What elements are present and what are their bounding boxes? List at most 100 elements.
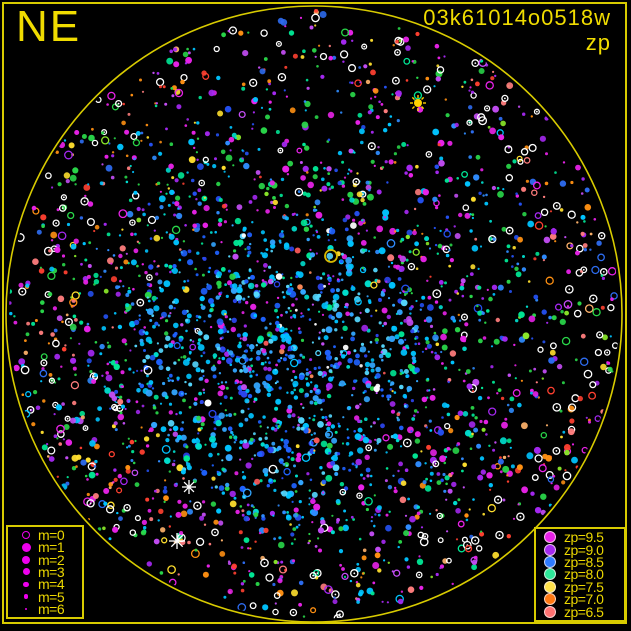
star: [500, 120, 506, 127]
star: [50, 239, 54, 242]
star: [162, 85, 166, 89]
star: [300, 403, 303, 406]
legend-label: zp=8.0: [564, 566, 604, 583]
star: [562, 161, 566, 164]
star: [33, 390, 38, 395]
star: [247, 31, 250, 34]
star: [589, 248, 592, 251]
star: [321, 479, 327, 485]
star: [351, 331, 356, 336]
star: [264, 191, 269, 197]
star: [455, 538, 459, 541]
star-center-dot: [395, 79, 397, 82]
star: [170, 87, 174, 90]
star: [377, 513, 381, 517]
star: [173, 322, 179, 329]
star: [166, 183, 169, 186]
star: [304, 145, 310, 151]
star-center-dot: [481, 119, 484, 122]
star: [241, 513, 245, 517]
star: [9, 301, 12, 305]
star: [396, 412, 401, 417]
star: [330, 460, 336, 466]
star: [124, 407, 127, 411]
star: [41, 224, 45, 228]
legend-label: m=4: [38, 576, 65, 593]
star: [302, 615, 306, 618]
star: [210, 303, 215, 308]
star: [389, 383, 392, 387]
star: [369, 474, 373, 478]
star: [345, 257, 353, 264]
star: [354, 433, 362, 440]
magnitude-marker: [14, 594, 38, 599]
star: [395, 39, 399, 44]
star: [582, 243, 588, 248]
star: [312, 451, 316, 454]
star: [159, 85, 162, 89]
star: [251, 221, 254, 224]
star-center-dot: [598, 334, 601, 336]
star: [488, 296, 493, 302]
star: [84, 194, 87, 198]
star: [227, 588, 233, 595]
star: [381, 344, 385, 348]
star: [243, 367, 249, 374]
star: [405, 234, 410, 240]
star: [289, 309, 292, 313]
star: [121, 385, 124, 388]
star: [71, 291, 80, 300]
star: [135, 400, 139, 404]
star: [375, 115, 380, 120]
star: [436, 472, 441, 476]
magnitude-legend-row: m=0: [14, 528, 82, 542]
star: [99, 275, 102, 278]
star: [91, 127, 94, 131]
star: [271, 280, 274, 283]
star: [125, 252, 128, 255]
star: [571, 443, 575, 446]
star: [221, 356, 226, 361]
magnitude-legend-row: m=5: [14, 590, 82, 604]
star: [412, 453, 419, 459]
star: [187, 51, 191, 55]
star: [115, 291, 121, 297]
star: [216, 271, 222, 277]
star: [128, 367, 132, 371]
star: [112, 405, 119, 412]
star: [50, 231, 58, 239]
star: [419, 308, 422, 311]
star: [233, 435, 238, 440]
star: [470, 92, 477, 99]
star: [167, 565, 176, 574]
star: [502, 188, 505, 191]
star: [247, 393, 253, 399]
star: [109, 407, 112, 410]
star: [203, 196, 206, 199]
star: [434, 300, 439, 304]
star: [348, 451, 354, 456]
star: [244, 349, 248, 353]
star: [238, 530, 243, 535]
star: [444, 422, 451, 430]
star: [370, 159, 375, 164]
star: [320, 519, 326, 525]
star: [521, 422, 528, 430]
star: [552, 402, 562, 412]
star: [336, 89, 340, 93]
star: [309, 25, 314, 30]
star: [287, 306, 291, 310]
star: [400, 299, 408, 307]
star: [435, 572, 439, 577]
star: [242, 364, 247, 369]
star: [159, 190, 162, 193]
star: [339, 563, 342, 567]
starfield-layer: [9, 9, 619, 619]
star: [543, 236, 551, 244]
star: [378, 100, 381, 104]
star: [214, 250, 220, 255]
star: [235, 134, 242, 141]
star: [401, 284, 410, 294]
star: [240, 546, 244, 549]
star: [448, 248, 451, 252]
